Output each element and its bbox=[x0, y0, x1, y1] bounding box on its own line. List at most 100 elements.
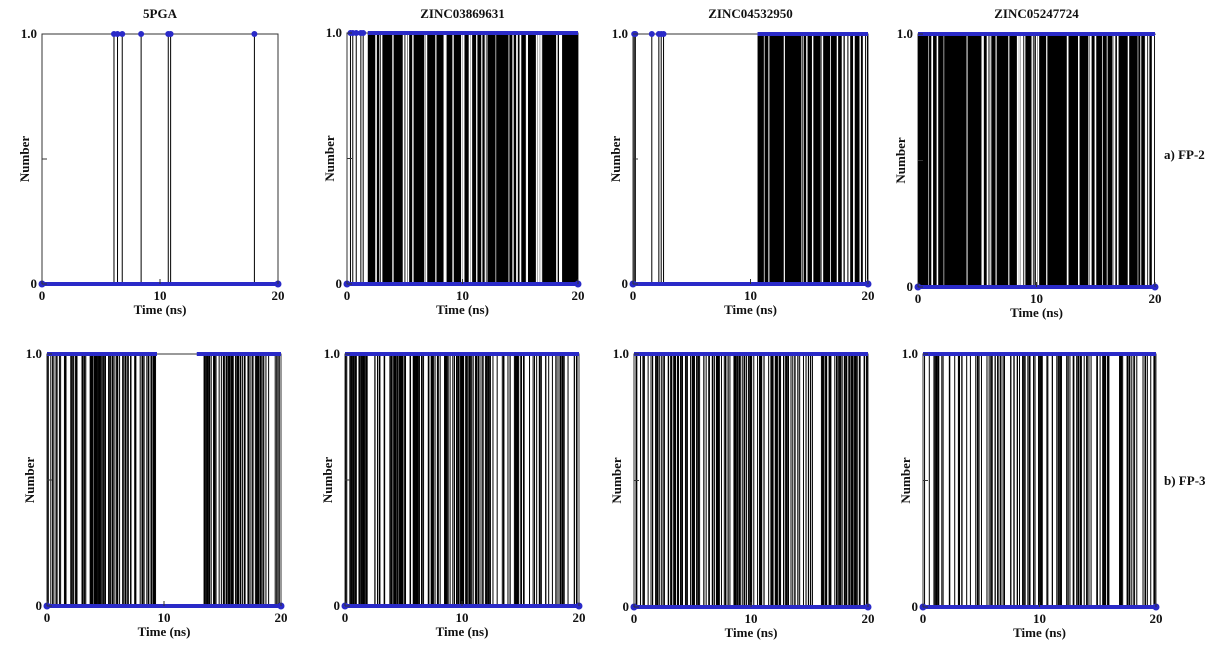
trace-gap bbox=[405, 34, 407, 283]
y-axis-label: Number bbox=[898, 457, 913, 503]
x-tick-label: 10 bbox=[1030, 291, 1043, 306]
x-tick-label: 0 bbox=[39, 288, 46, 303]
trace-gap bbox=[558, 34, 561, 283]
chart-panel-2: 0 10 20 0 1.0 Time (ns) Number ZINC03869631 bbox=[322, 6, 585, 317]
trace-gap bbox=[486, 34, 488, 283]
trace-gap bbox=[820, 35, 822, 283]
y-tick-label: 1.0 bbox=[613, 346, 629, 361]
trace-gap bbox=[936, 35, 939, 286]
trace-gap bbox=[1152, 35, 1155, 286]
y-tick-label: 0 bbox=[334, 598, 341, 613]
trace-gap bbox=[435, 34, 437, 283]
trace-gap bbox=[1024, 35, 1026, 286]
trace-gap bbox=[783, 35, 785, 283]
trace-gap bbox=[1031, 35, 1033, 286]
trace-gap bbox=[406, 34, 408, 283]
y-tick-label: 1.0 bbox=[324, 346, 340, 361]
x-tick-label: 10 bbox=[744, 288, 757, 303]
series-trace bbox=[924, 354, 1156, 607]
trace-gap bbox=[470, 34, 473, 283]
trace-gap bbox=[462, 34, 465, 283]
trace-gap bbox=[468, 34, 471, 283]
y-axis-label: Number bbox=[320, 457, 335, 503]
x-axis-label: Time (ns) bbox=[724, 302, 777, 317]
trace-gap bbox=[830, 35, 831, 283]
row-label-fp2: a) FP-2 bbox=[1164, 147, 1205, 162]
trace-gap bbox=[1016, 35, 1019, 286]
chart-panel-7: 0 10 20 0 1.0 Time (ns) Number bbox=[609, 346, 875, 640]
series-trace bbox=[918, 34, 1156, 287]
y-axis-label: Number bbox=[893, 137, 908, 183]
y-tick-label: 1.0 bbox=[897, 26, 913, 41]
trace-gap bbox=[821, 35, 824, 283]
trace-gap bbox=[853, 35, 855, 283]
trace-gap bbox=[1094, 35, 1097, 286]
trace-gap bbox=[461, 34, 463, 283]
x-tick-label: 0 bbox=[630, 288, 637, 303]
trace-gap bbox=[425, 34, 428, 283]
chart-title: ZINC03869631 bbox=[420, 6, 505, 21]
trace-gap bbox=[801, 35, 803, 283]
y-tick-label: 0 bbox=[31, 276, 38, 291]
trace-gap bbox=[516, 34, 517, 283]
trace-gap bbox=[560, 34, 563, 283]
trace-gap bbox=[806, 35, 808, 283]
x-tick-label: 20 bbox=[572, 288, 585, 303]
chart-panel-5: 0 10 20 0 1.0 Time (ns) Number bbox=[22, 346, 288, 639]
y-axis-label: Number bbox=[609, 457, 624, 503]
trace-gap bbox=[844, 35, 847, 283]
trace-gap bbox=[402, 34, 405, 283]
trace-gap bbox=[841, 35, 844, 283]
trace-gap bbox=[476, 34, 478, 283]
x-tick-label: 10 bbox=[154, 288, 167, 303]
trace-gap bbox=[988, 35, 990, 286]
y-tick-label: 1.0 bbox=[21, 26, 37, 41]
series-trace bbox=[349, 33, 578, 284]
x-tick-label: 10 bbox=[456, 610, 469, 625]
trace-gap bbox=[1046, 35, 1048, 286]
series-trace bbox=[635, 354, 868, 607]
trace-gap bbox=[990, 35, 992, 286]
trace-gap bbox=[928, 35, 930, 286]
trace-gap bbox=[1114, 35, 1116, 286]
trace-gap bbox=[768, 35, 770, 283]
x-tick-label: 0 bbox=[920, 611, 927, 626]
trace-gap bbox=[412, 34, 414, 283]
series-trace bbox=[633, 34, 868, 284]
y-axis-label: Number bbox=[322, 135, 337, 181]
marker-point-one bbox=[251, 31, 258, 37]
trace-gap bbox=[1019, 35, 1021, 286]
series-trace bbox=[113, 34, 255, 284]
panels-group: 0 10 20 0 1.0 Time (ns) Number 5PGA 0 10 20 0 1.0 Tim… bbox=[17, 6, 1163, 640]
x-tick-label: 0 bbox=[44, 610, 51, 625]
chart-title: 5PGA bbox=[143, 6, 178, 21]
trace-gap bbox=[1145, 35, 1148, 286]
x-tick-label: 20 bbox=[1150, 611, 1163, 626]
marker-point-one bbox=[648, 31, 655, 37]
trace-gap bbox=[981, 35, 983, 286]
trace-gap bbox=[539, 34, 541, 283]
trace-gap bbox=[1127, 35, 1130, 286]
trace-gap bbox=[1035, 35, 1038, 286]
x-tick-label: 20 bbox=[573, 610, 586, 625]
series-trace bbox=[46, 354, 280, 606]
marker-point-one bbox=[138, 31, 145, 37]
trace-gap bbox=[995, 35, 997, 286]
trace-gap bbox=[966, 35, 968, 286]
x-tick-label: 20 bbox=[272, 288, 285, 303]
y-tick-label: 1.0 bbox=[612, 26, 628, 41]
trace-gap bbox=[541, 34, 543, 283]
trace-gap bbox=[1022, 35, 1024, 286]
y-axis-label: Number bbox=[22, 457, 37, 503]
trace-gap bbox=[1151, 35, 1154, 286]
x-axis-label: Time (ns) bbox=[1013, 625, 1066, 640]
trace-gap bbox=[516, 34, 518, 283]
trace-gap bbox=[1106, 35, 1108, 286]
trace-gap bbox=[848, 35, 851, 283]
trace-gap bbox=[1008, 35, 1010, 286]
marker-point-one bbox=[660, 31, 667, 37]
trace-gap bbox=[407, 34, 410, 283]
x-axis-label: Time (ns) bbox=[436, 302, 489, 317]
chart-panel-1: 0 10 20 0 1.0 Time (ns) Number 5PGA bbox=[17, 6, 285, 317]
